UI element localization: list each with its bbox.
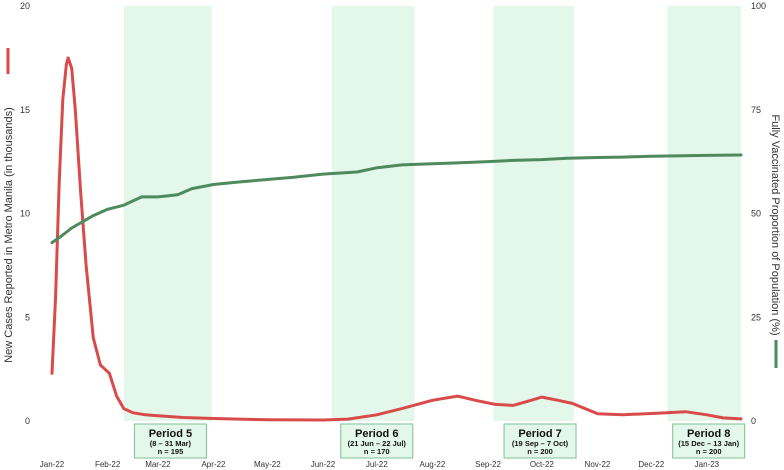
vaccinated-line bbox=[50, 153, 743, 245]
period-bands bbox=[123, 6, 741, 421]
x-tick-label: Jan-22 bbox=[40, 460, 65, 469]
left-axis-title-group: New Cases Reported in Metro Manila (in t… bbox=[3, 107, 15, 363]
left-tick-label: 20 bbox=[20, 1, 30, 11]
x-tick-label: Jan-23 bbox=[695, 460, 720, 469]
left-tick-label: 0 bbox=[25, 416, 30, 426]
period-name: Period 8 bbox=[687, 428, 730, 440]
x-tick-label: Apr-22 bbox=[201, 460, 226, 469]
x-tick-label: Aug-22 bbox=[419, 460, 445, 469]
period-band-5 bbox=[123, 6, 212, 421]
period-n: n = 200 bbox=[696, 447, 722, 456]
period-name: Period 6 bbox=[355, 428, 398, 440]
left-tick-label: 5 bbox=[25, 312, 30, 322]
x-tick-label: Jul-22 bbox=[366, 460, 388, 469]
period-dates: (19 Sep – 7 Oct) bbox=[512, 439, 569, 448]
period-band-6 bbox=[331, 6, 415, 421]
period-n: n = 200 bbox=[527, 447, 553, 456]
x-tick-label: Mar-22 bbox=[145, 460, 171, 469]
period-n: n = 195 bbox=[158, 447, 184, 456]
period-label-box bbox=[340, 423, 414, 459]
period-labels: Period 5(8 – 31 Mar)n = 195 Period 6(21 J… bbox=[133, 423, 746, 459]
left-tick-label: 15 bbox=[20, 105, 30, 115]
period-label-box bbox=[672, 423, 746, 459]
series-lines bbox=[50, 56, 743, 422]
period-label-8: Period 8(15 Dec – 13 Jan)n = 200 bbox=[672, 423, 746, 459]
period-band-7 bbox=[493, 6, 575, 421]
period-label-box bbox=[133, 423, 207, 459]
right-tick-label: 25 bbox=[751, 312, 761, 322]
right-axis-ticks: 0 25 50 75 100 bbox=[751, 1, 766, 426]
x-tick-label: Oct-22 bbox=[530, 460, 555, 469]
period-dates: (8 – 31 Mar) bbox=[150, 439, 192, 448]
period-name: Period 5 bbox=[149, 428, 192, 440]
left-tick-label: 10 bbox=[20, 209, 30, 219]
right-tick-label: 50 bbox=[751, 209, 761, 219]
left-axis-ticks: 0 5 10 15 20 bbox=[20, 1, 30, 426]
right-tick-label: 100 bbox=[751, 1, 766, 11]
period-name: Period 7 bbox=[518, 428, 561, 440]
right-tick-label: 0 bbox=[751, 416, 756, 426]
right-tick-label: 75 bbox=[751, 105, 761, 115]
x-tick-label: Sep-22 bbox=[475, 460, 501, 469]
period-band-8 bbox=[667, 6, 741, 421]
period-dates: (21 Jun – 22 Jul) bbox=[348, 439, 407, 448]
period-n: n = 170 bbox=[364, 447, 390, 456]
period-label-6: Period 6(21 Jun – 22 Jul)n = 170 bbox=[340, 423, 414, 459]
period-dates: (15 Dec – 13 Jan) bbox=[678, 439, 739, 448]
x-tick-label: Jun-22 bbox=[311, 460, 336, 469]
x-axis-ticks: Jan-22 Feb-22 Mar-22 Apr-22 May-22 Jun-22 Jul-… bbox=[40, 460, 720, 469]
right-axis-title-group: Fully Vaccinated Proportion of Populatio… bbox=[769, 114, 781, 335]
left-axis-title: New Cases Reported in Metro Manila (in t… bbox=[3, 107, 15, 363]
right-axis-title: Fully Vaccinated Proportion of Populatio… bbox=[769, 114, 781, 335]
x-tick-label: Feb-22 bbox=[95, 460, 121, 469]
x-tick-label: May-22 bbox=[254, 460, 281, 469]
x-tick-label: Nov-22 bbox=[585, 460, 611, 469]
new-cases-line bbox=[50, 56, 743, 422]
x-tick-label: Dec-22 bbox=[638, 460, 664, 469]
period-label-box bbox=[503, 423, 577, 459]
period-label-5: Period 5(8 – 31 Mar)n = 195 bbox=[133, 423, 207, 459]
period-label-7: Period 7(19 Sep – 7 Oct)n = 200 bbox=[503, 423, 577, 459]
